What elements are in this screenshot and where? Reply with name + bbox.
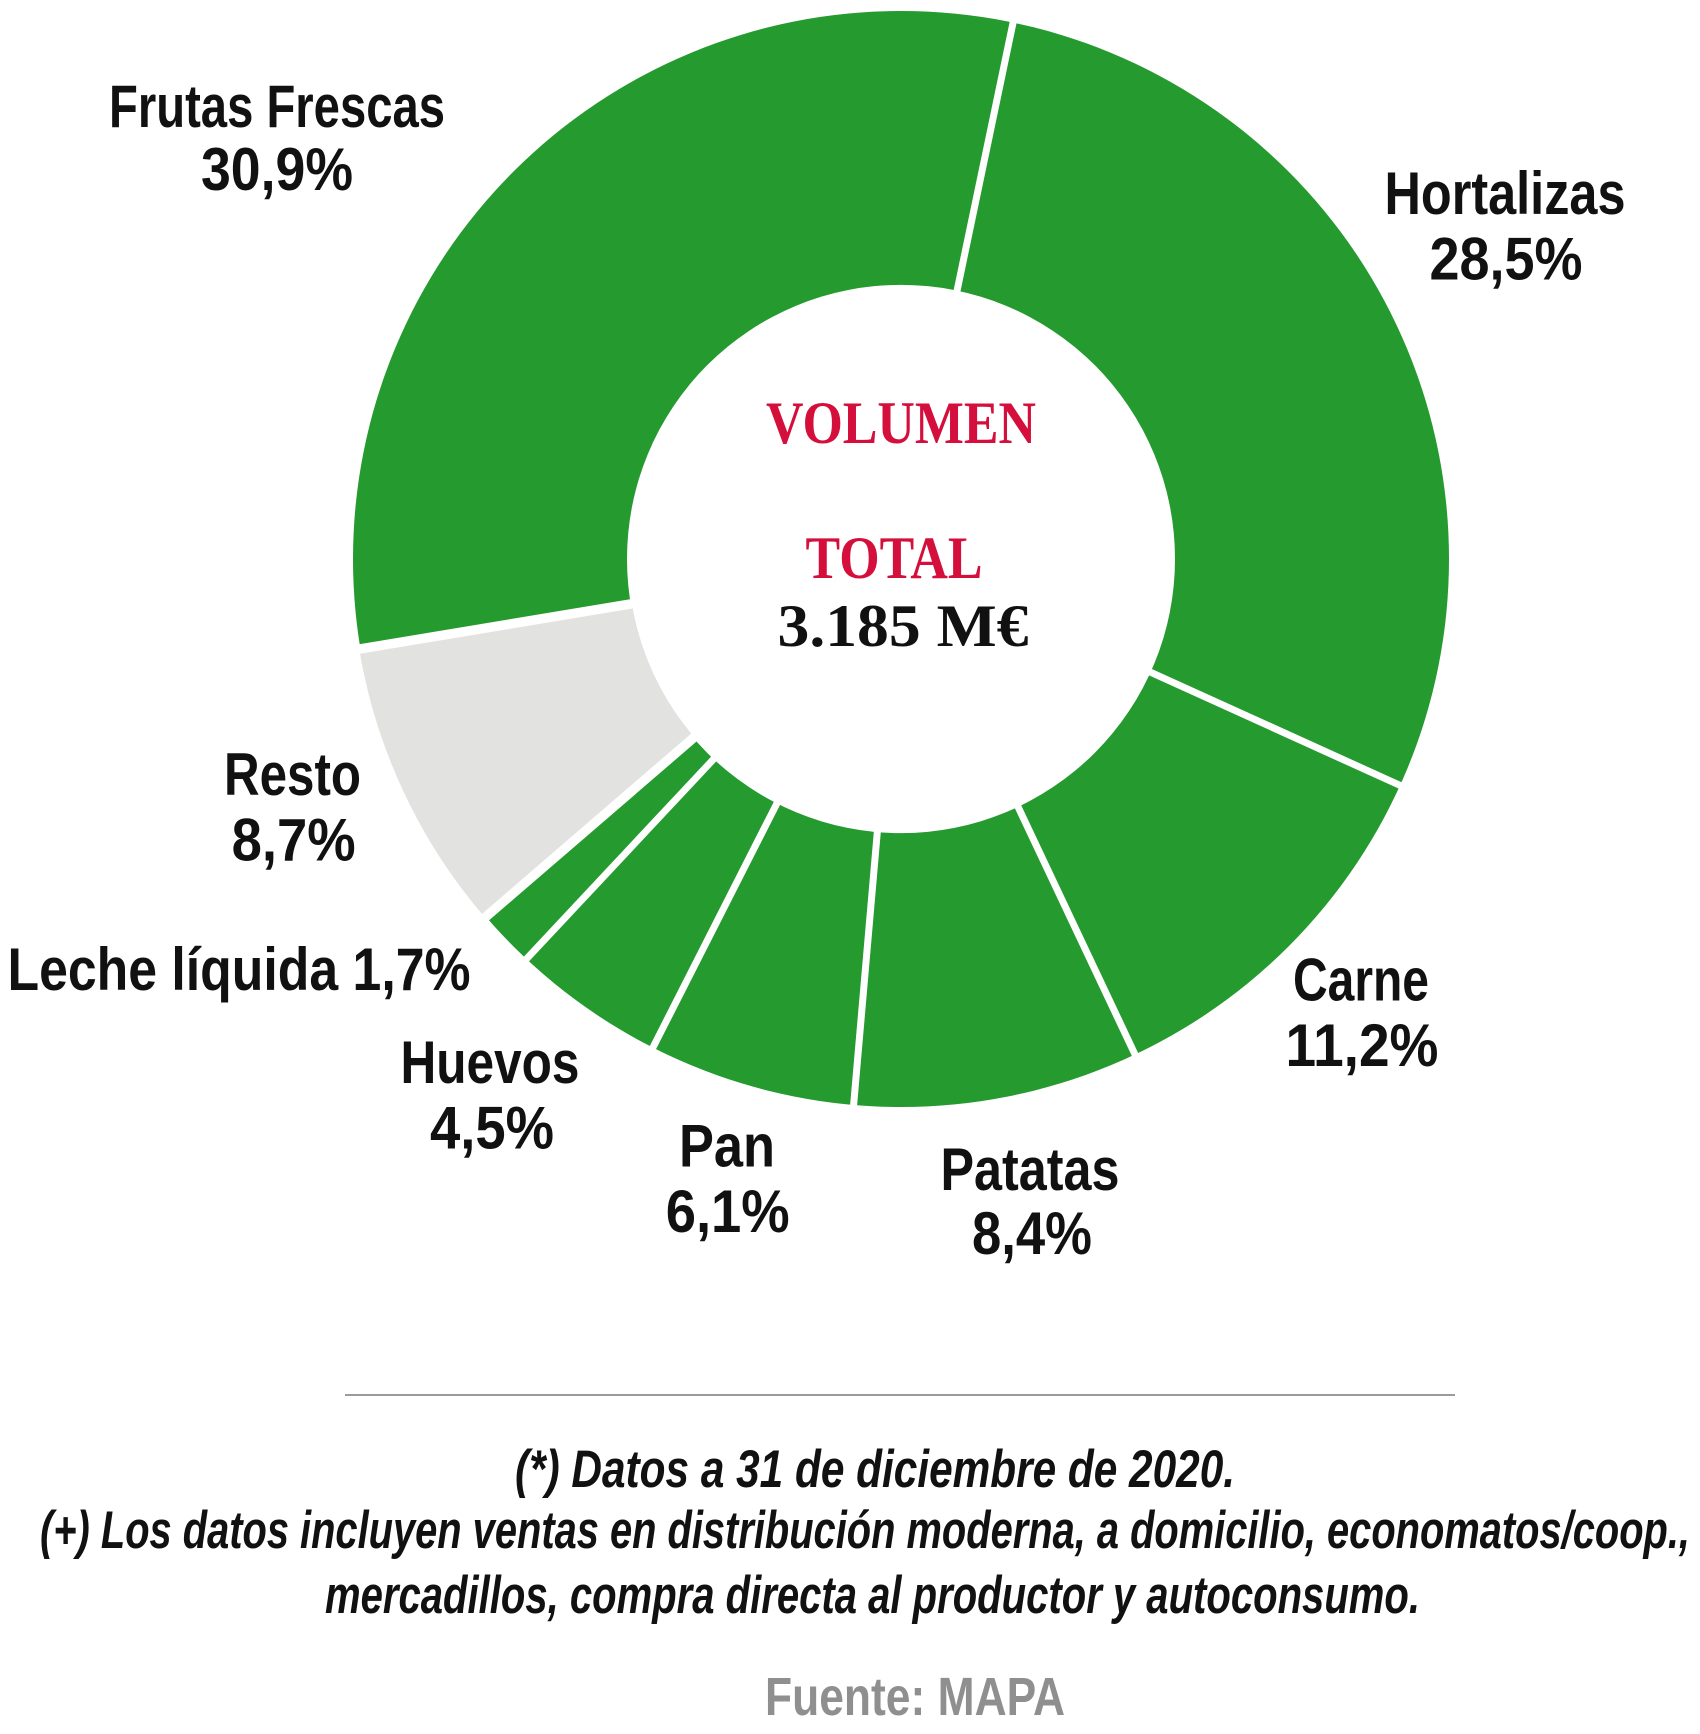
svg-text:8,4%: 8,4% <box>972 1200 1092 1267</box>
svg-text:Leche líquida 1,7%: Leche líquida 1,7% <box>8 936 471 1003</box>
svg-text:(*) Datos a 31 de diciembre de: (*) Datos a 31 de diciembre de 2020. <box>515 1440 1235 1499</box>
svg-text:6,1%: 6,1% <box>666 1178 790 1245</box>
svg-text:30,9%: 30,9% <box>201 136 353 203</box>
svg-text:28,5%: 28,5% <box>1430 226 1583 293</box>
svg-text:Fuente: MAPA: Fuente: MAPA <box>765 1667 1065 1727</box>
svg-text:11,2%: 11,2% <box>1286 1012 1439 1079</box>
svg-text:Huevos: Huevos <box>401 1029 580 1096</box>
svg-text:(+) Los datos incluyen ventas: (+) Los datos incluyen ventas en distrib… <box>40 1501 1690 1560</box>
svg-text:Resto: Resto <box>224 741 361 808</box>
svg-text:4,5%: 4,5% <box>430 1095 554 1162</box>
svg-text:3.185 M€: 3.185 M€ <box>778 593 1029 659</box>
svg-text:Frutas Frescas: Frutas Frescas <box>109 73 445 140</box>
svg-text:VOLUMEN: VOLUMEN <box>766 390 1036 456</box>
svg-text:TOTAL: TOTAL <box>806 525 983 591</box>
svg-text:Hortalizas: Hortalizas <box>1385 160 1626 227</box>
svg-text:Patatas: Patatas <box>941 1136 1120 1203</box>
svg-text:8,7%: 8,7% <box>232 807 356 874</box>
svg-text:Pan: Pan <box>679 1113 775 1180</box>
svg-text:Carne: Carne <box>1293 947 1429 1014</box>
svg-text:mercadillos, compra directa al: mercadillos, compra directa al productor… <box>325 1566 1420 1625</box>
